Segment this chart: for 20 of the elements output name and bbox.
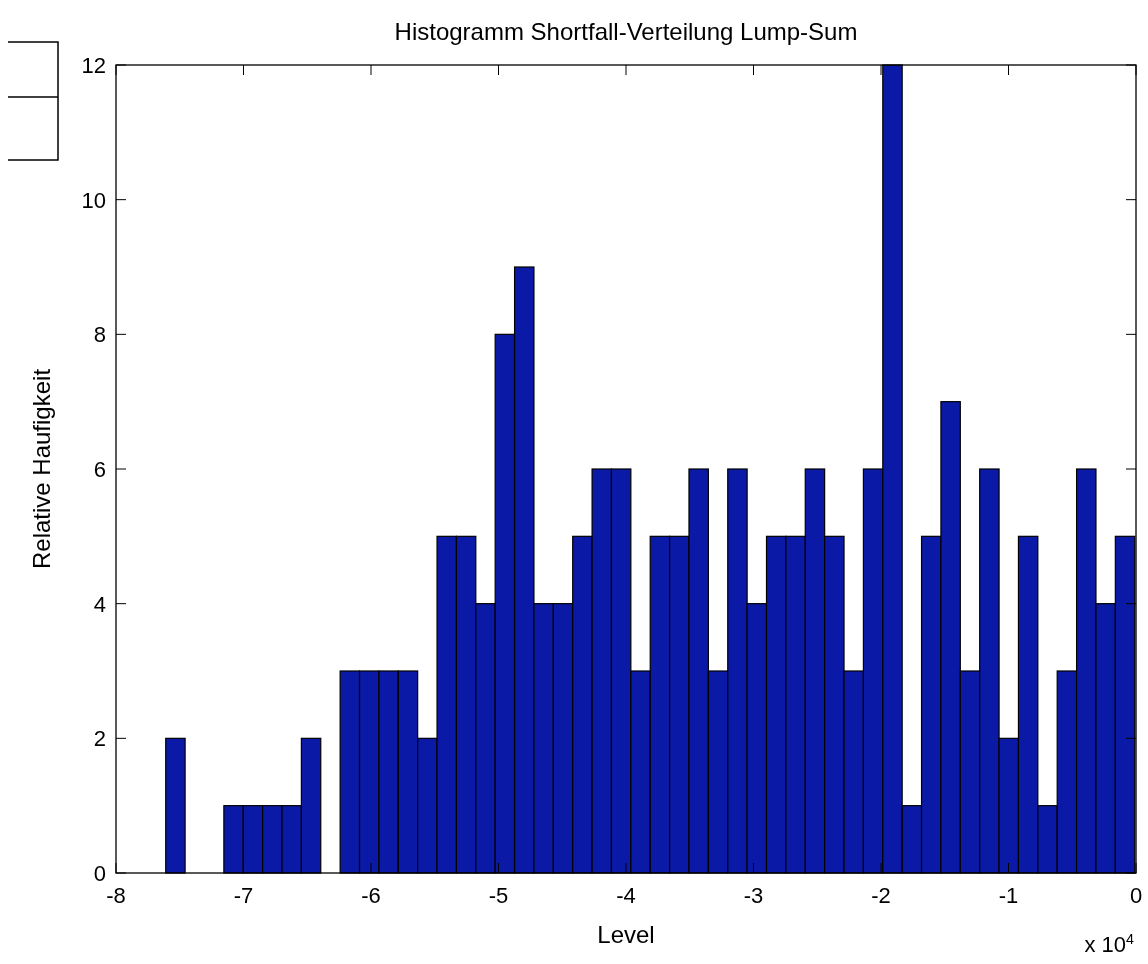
y-tick-label: 2: [93, 726, 106, 752]
x-tick-label: -4: [616, 883, 636, 908]
x-tick-label: -1: [998, 883, 1019, 908]
y-tick-label: 8: [93, 322, 106, 348]
y-tick-label: 6: [93, 457, 106, 482]
y-tick-label: 10: [81, 187, 106, 213]
y-axis-title: Relative Haufigkeit: [28, 368, 55, 570]
x-tick-label: -7: [233, 883, 254, 908]
text: x 10$^{4}$: [1084, 931, 1135, 957]
x-tick-label: -5: [488, 883, 509, 908]
x-tick-label: -8: [106, 883, 126, 908]
x-tick-label: -6: [361, 883, 381, 908]
x-tick-label: 0: [1129, 883, 1143, 908]
chart-title: Histogramm Shortfall-Verteilung Lump-Sum: [394, 18, 858, 45]
y-tick-label: 4: [93, 591, 106, 617]
y-tick-label: 0: [93, 861, 106, 886]
x-axis-title: Level: [597, 921, 655, 948]
x-tick-label: -3: [743, 883, 764, 908]
y-tick-label: 12: [81, 53, 106, 78]
x-tick-label: -2: [871, 883, 891, 908]
